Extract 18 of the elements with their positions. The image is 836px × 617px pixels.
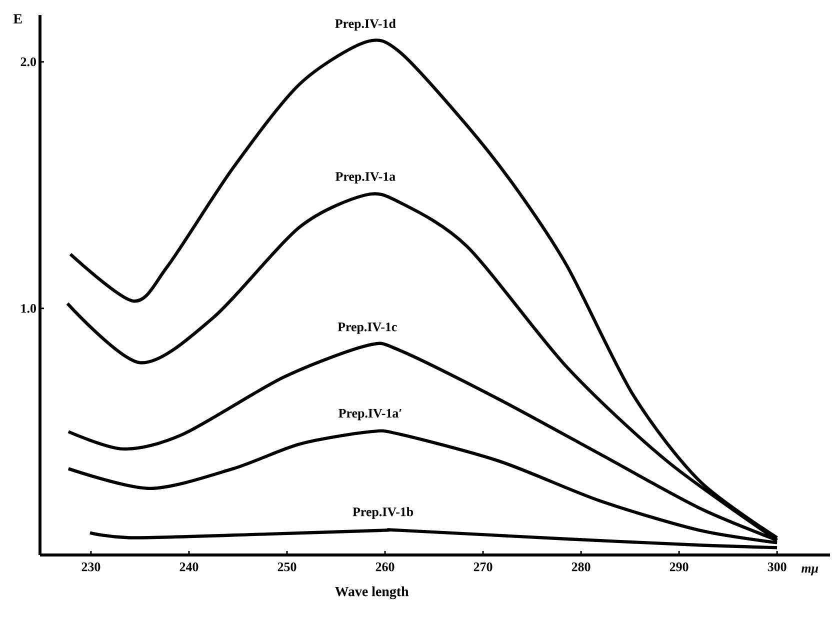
x-tick-label: 230	[82, 562, 100, 572]
x-tick-label: 260	[376, 562, 394, 572]
y-tick-label: 2.0	[20, 57, 36, 66]
x-tick-label: 300	[768, 562, 786, 572]
x-tick-label: 290	[670, 562, 688, 572]
series-label: Prep.IV-1b	[352, 507, 414, 519]
x-tick-label: 250	[278, 562, 296, 572]
series-label: Prep.IV-1d	[335, 18, 396, 31]
y-axis-title: E	[13, 14, 22, 24]
x-tick-label: 280	[572, 562, 590, 572]
x-tick-label: 270	[474, 562, 492, 572]
x-axis-title: Wave length	[335, 586, 409, 600]
series-label: Prep.IV-1a	[335, 172, 396, 184]
text: mμ	[801, 566, 818, 576]
series-label: Prep.IV-1a′	[338, 408, 402, 420]
series-label: Prep.IV-1c	[338, 322, 397, 334]
y-tick-label: 1.0	[21, 304, 36, 313]
x-tick-label: 240	[180, 562, 198, 572]
